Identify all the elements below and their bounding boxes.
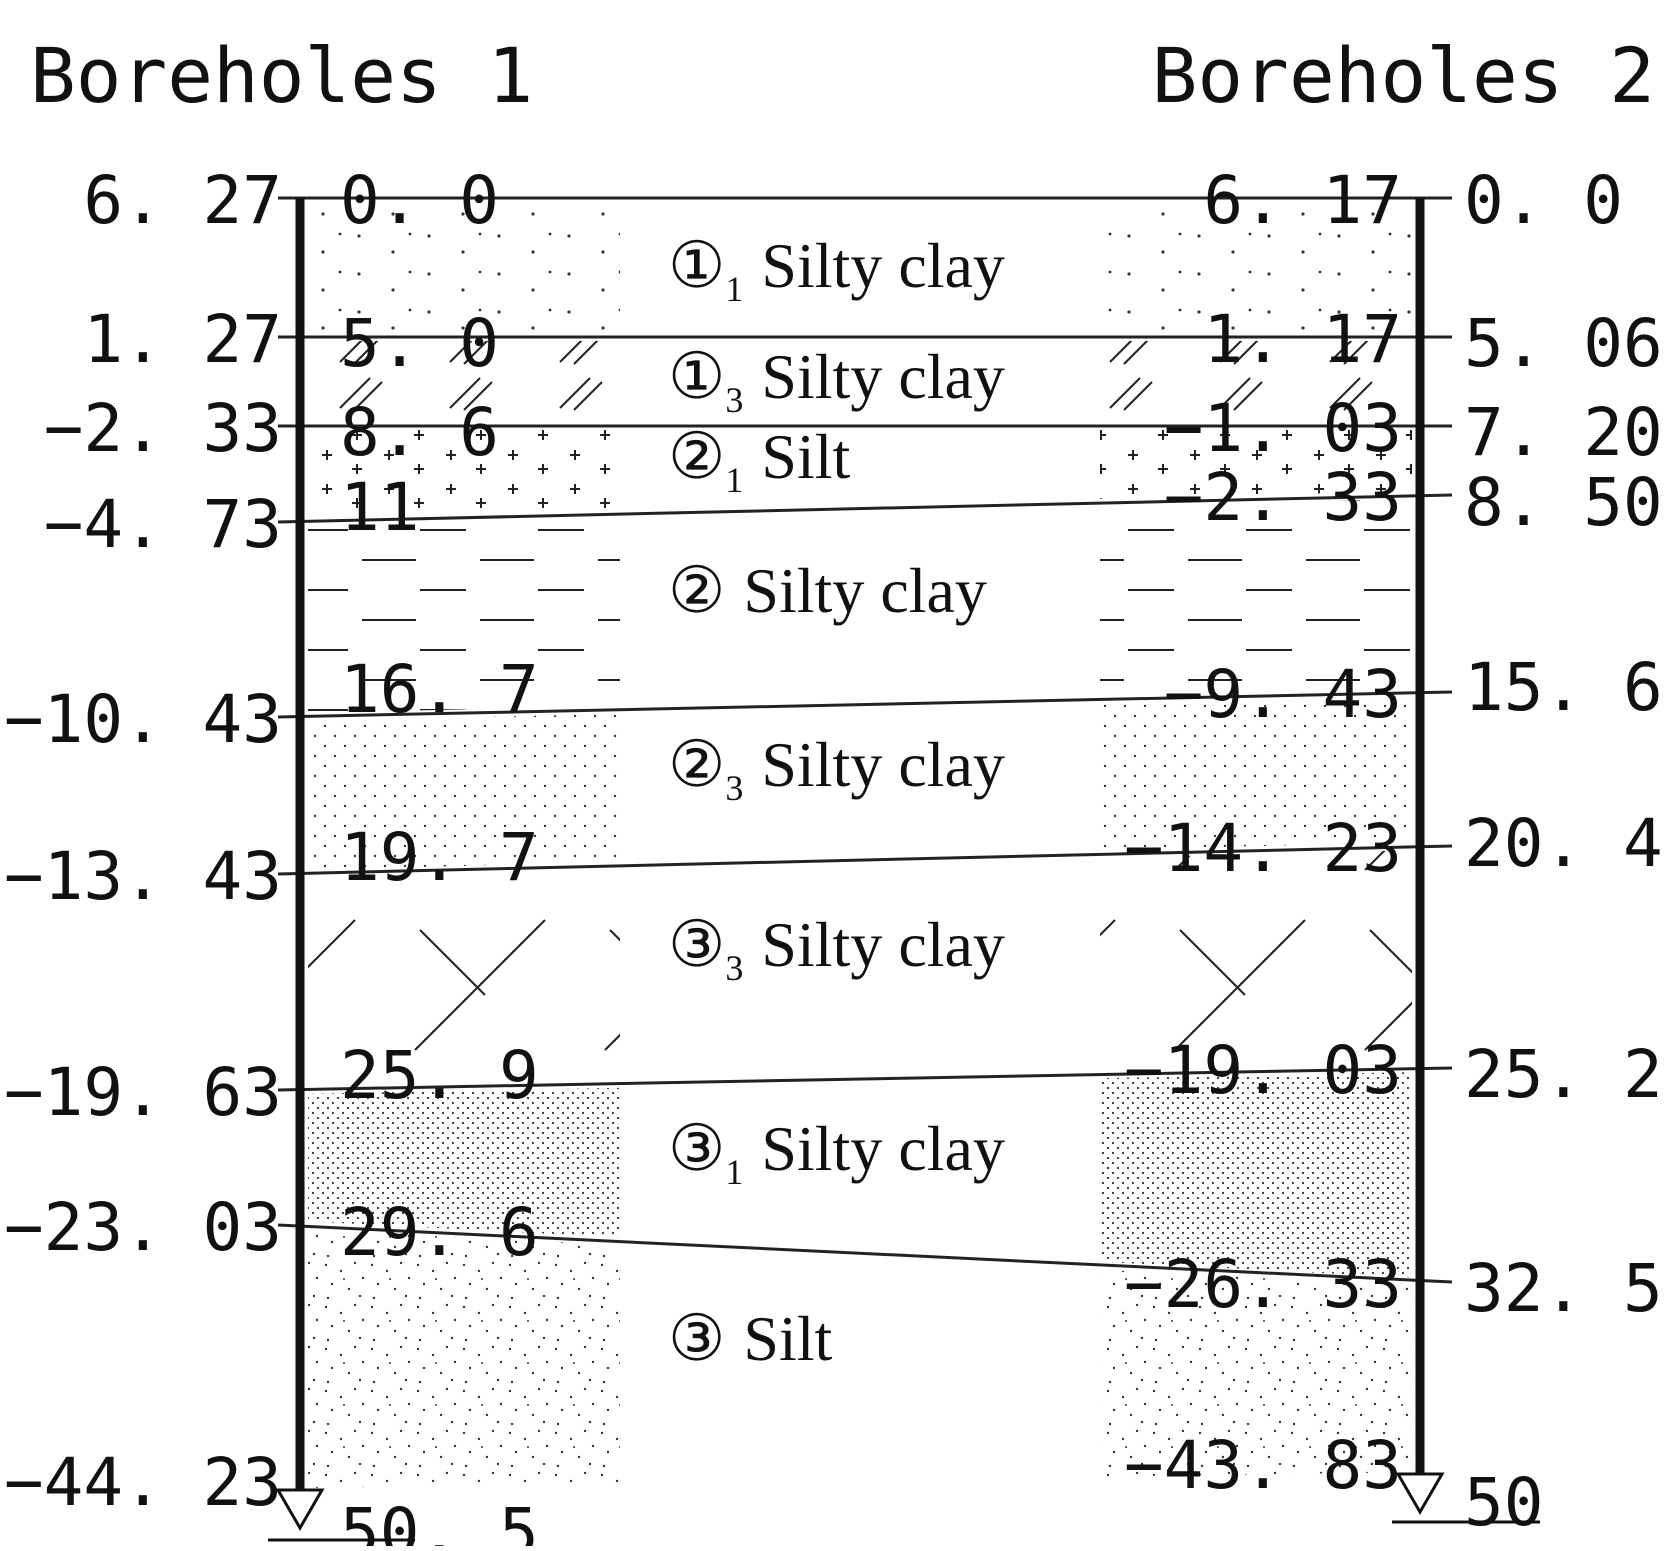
borehole-labels: 6. 27 1. 27 −2. 33 −4. 73 −10. 43 −13. 43 −19.… — [4, 162, 1663, 1551]
layer-subscript: 1 — [725, 460, 743, 500]
layer-symbol: ③ — [668, 1303, 725, 1374]
layer-label: ③3 Silty clay — [668, 909, 1005, 988]
borehole-2-elevation: −1. 03 — [1164, 390, 1402, 467]
borehole-2-depth: 0. 0 — [1464, 162, 1623, 239]
layer-5-fill-right — [1100, 850, 1412, 1071]
borehole-1-depth: 16. 7 — [340, 651, 539, 728]
borehole-1-depth: 8. 6 — [340, 394, 499, 471]
layer-6-fill-left — [308, 1087, 620, 1238]
borehole-2-elevation: −19. 03 — [1124, 1032, 1402, 1109]
borehole-2-elevation: 6. 17 — [1203, 162, 1402, 239]
borehole-2-depth: 7. 20 — [1464, 394, 1663, 471]
layer-name: Silty clay — [761, 1113, 1005, 1184]
borehole-1-elevation: −2. 33 — [44, 390, 282, 467]
layer-label: ③1 Silty clay — [668, 1113, 1005, 1192]
borehole-1-depth: 50. 5 — [340, 1494, 539, 1546]
layer-symbol: ① — [668, 230, 725, 301]
layer-symbol: ③ — [668, 1113, 725, 1184]
borehole-1-bottom-marker — [268, 1488, 415, 1542]
layer-name: Silty clay — [761, 230, 1005, 301]
layer-symbol: ② — [668, 555, 725, 626]
layer-7-fill-right — [1100, 1269, 1412, 1477]
borehole-2-depth: 50 — [1464, 1464, 1543, 1541]
borehole-2-elevation: −9. 43 — [1164, 656, 1402, 733]
layer-3-fill-left — [308, 518, 620, 713]
layer-label: ②1 Silt — [668, 421, 851, 500]
layer-boundary-5 — [277, 844, 1453, 876]
layer-subscript: 1 — [725, 1152, 743, 1192]
layer-subscript: 3 — [725, 768, 743, 808]
borehole-1-depth: 11 — [340, 469, 419, 546]
layer-label: ②3 Silty clay — [668, 729, 1005, 808]
layer-boundary-4 — [277, 690, 1453, 719]
layer-4-fill-left — [308, 713, 620, 870]
layer-subscript: 1 — [725, 269, 743, 309]
layer-4-fill-right — [1100, 696, 1412, 850]
borehole-1-elevation: 1. 27 — [83, 301, 282, 378]
layer-boundary-6 — [277, 1066, 1453, 1092]
borehole-1-depth: 25. 9 — [340, 1037, 539, 1114]
borehole-1-depth: 0. 0 — [340, 162, 499, 239]
layer-name: Silty clay — [761, 341, 1005, 412]
layer-subscript: 3 — [725, 380, 743, 420]
borehole-2-depth: 15. 6 — [1464, 649, 1663, 726]
layer-symbol: ② — [668, 421, 725, 492]
borehole-2-depth: 5. 06 — [1464, 305, 1663, 382]
layer-name: Silt — [743, 1303, 832, 1374]
layer-name: Silty clay — [761, 909, 1005, 980]
borehole-1-elevation: −19. 63 — [4, 1054, 282, 1131]
borehole-2-depth: 8. 50 — [1464, 464, 1663, 541]
layer-label: ③ Silt — [668, 1303, 833, 1374]
layer-boundaries — [277, 196, 1453, 1284]
layer-subscript: 3 — [725, 948, 743, 988]
layer-symbol: ② — [668, 729, 725, 800]
layer-5-fill-left — [308, 870, 620, 1086]
layer-2-fill-left — [308, 430, 620, 518]
layer-label: ①3 Silty clay — [668, 341, 1005, 420]
borehole-2-depth: 20. 4 — [1464, 805, 1663, 882]
layer-6-fill-right — [1100, 1072, 1412, 1278]
borehole-1-elevation: −23. 03 — [4, 1189, 282, 1266]
layer-name: Silty clay — [743, 555, 987, 626]
layer-7-fill-left — [308, 1229, 620, 1488]
layer-pattern-fills — [308, 202, 1412, 1488]
borehole-1-elevation: −13. 43 — [4, 838, 282, 915]
borehole-2-bottom-marker — [1392, 1472, 1540, 1524]
borehole-2-elevation: −2. 33 — [1164, 459, 1402, 536]
layer-boundary-7 — [277, 1223, 1453, 1284]
layer-symbol: ① — [668, 341, 725, 412]
borehole-2-depth: 32. 5 — [1464, 1250, 1663, 1327]
borehole-1-elevation: −4. 73 — [44, 486, 282, 563]
borehole-1-depth: 29. 6 — [340, 1194, 539, 1271]
layer-label: ② Silty clay — [668, 555, 987, 626]
borehole-2-depth: 25. 2 — [1464, 1036, 1663, 1113]
borehole-1-elevation: −10. 43 — [4, 681, 282, 758]
borehole-2-elevation: −26. 33 — [1124, 1246, 1402, 1323]
layer-symbol: ③ — [668, 909, 725, 980]
borehole-1-depth: 19. 7 — [340, 819, 539, 896]
layer-0-fill-left — [308, 202, 620, 333]
layer-0-fill-right — [1100, 202, 1412, 333]
layer-2-fill-right — [1100, 430, 1412, 499]
layer-boundary-3 — [277, 493, 1453, 524]
borehole-2-elevation: 1. 17 — [1203, 301, 1402, 378]
layer-1-fill-left — [308, 341, 620, 422]
layer-name: Silty clay — [761, 729, 1005, 800]
layer-name: Silt — [761, 421, 850, 492]
borehole-1-elevation: 6. 27 — [83, 162, 282, 239]
borehole-1-depth: 5. 0 — [340, 305, 499, 382]
layer-1-fill-right — [1100, 341, 1412, 422]
borehole-2-elevation: −14. 23 — [1124, 810, 1402, 887]
layer-label: ①1 Silty clay — [668, 230, 1005, 309]
borehole-1-title: Boreholes 1 — [30, 31, 533, 120]
borehole-2-title: Boreholes 2 — [1152, 31, 1655, 120]
borehole-2-elevation: −43. 83 — [1124, 1427, 1402, 1504]
layer-3-fill-right — [1100, 499, 1412, 696]
borehole-1-elevation: −44. 23 — [4, 1444, 282, 1521]
